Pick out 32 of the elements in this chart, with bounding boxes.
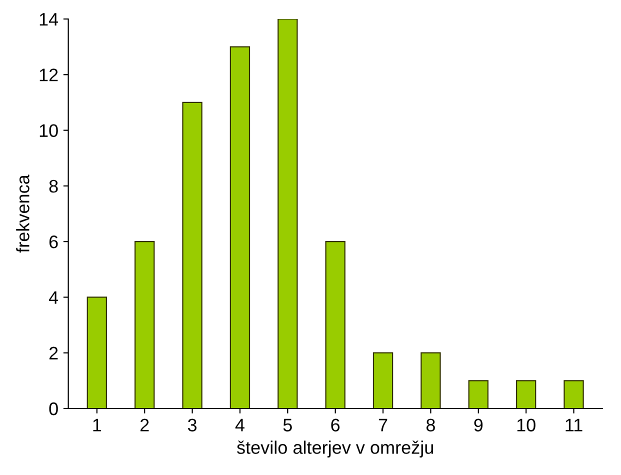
x-axis-title: število alterjev v omrežju	[237, 440, 433, 458]
bar	[468, 380, 488, 408]
x-tick-label: 3	[188, 418, 197, 432]
y-tick-label: 0	[49, 402, 58, 416]
bar	[278, 19, 298, 408]
y-tick-label: 4	[48, 291, 58, 304]
bar	[420, 352, 441, 408]
y-tick-label: 8	[49, 180, 58, 193]
x-tick-label: 11	[566, 418, 582, 432]
x-tick-label: 9	[474, 418, 483, 432]
bar	[564, 380, 584, 408]
bar	[325, 241, 346, 408]
x-tick-label: 10	[517, 418, 536, 432]
x-tick-label: 2	[140, 418, 149, 432]
bar	[86, 296, 108, 408]
bar	[230, 46, 250, 408]
x-tick-label: 4	[235, 418, 244, 432]
bar	[134, 241, 155, 408]
y-tick-label: 14	[40, 13, 58, 26]
x-tick-label: 1	[93, 418, 102, 432]
x-tick-label: 5	[283, 418, 292, 432]
y-tick-label: 2	[49, 346, 58, 360]
y-axis-title: frekvenca	[16, 174, 30, 253]
x-tick-label: 6	[331, 418, 340, 432]
y-tick-label: 12	[40, 68, 58, 82]
y-tick-label: 10	[40, 124, 58, 138]
y-tick-label: 6	[49, 236, 58, 248]
bar	[182, 102, 202, 408]
bar	[372, 352, 394, 408]
x-tick-label: 7	[378, 418, 388, 432]
bar	[516, 380, 536, 408]
x-tick-label: 8	[426, 418, 435, 432]
